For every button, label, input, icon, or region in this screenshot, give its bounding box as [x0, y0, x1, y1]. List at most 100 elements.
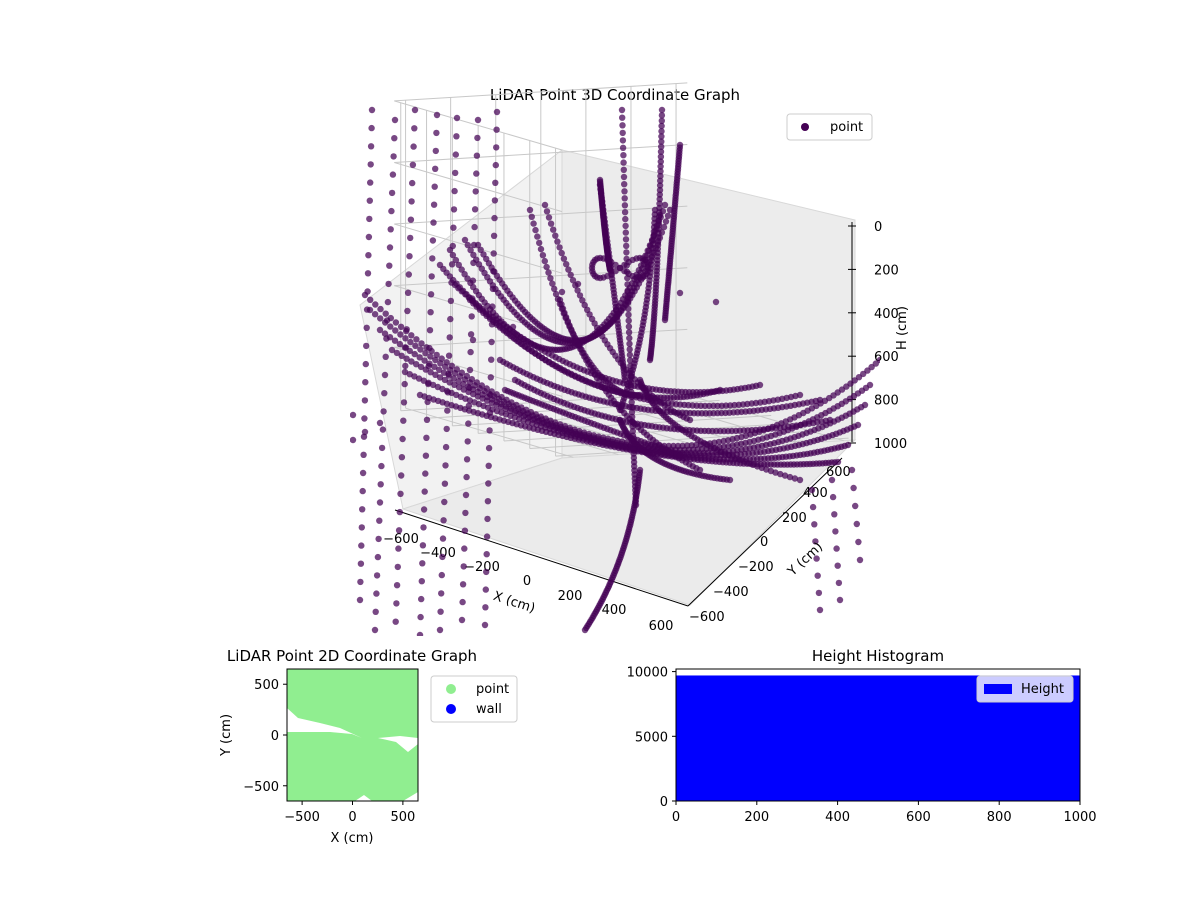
point-marker [625, 305, 632, 312]
point-marker [382, 310, 389, 317]
point-marker [381, 390, 388, 397]
point-marker [472, 188, 479, 195]
histogram-axes: Height Histogram 0 200 400 600 800 1000050001… [627, 647, 1097, 825]
point-marker [446, 379, 453, 386]
point-marker [357, 560, 365, 567]
point-marker [844, 441, 852, 449]
point-marker [408, 358, 415, 365]
point-marker [620, 152, 627, 159]
point-marker [816, 606, 824, 614]
histogram-legend: Height [976, 675, 1074, 703]
x-tick-label-hist: 800 [987, 810, 1012, 825]
point-marker [408, 332, 415, 339]
point-marker [656, 195, 663, 203]
point-marker [658, 122, 665, 130]
point-marker [579, 297, 586, 304]
point-marker [854, 421, 862, 429]
point-marker [362, 360, 369, 368]
point-marker [427, 353, 434, 360]
y-tick-label-2d: −500 [243, 780, 279, 795]
point-marker [388, 207, 395, 215]
x-tick-label-hist: 400 [825, 810, 850, 825]
point-marker [623, 242, 630, 250]
y-tick-label: 400 [803, 486, 828, 501]
point-marker [796, 476, 804, 484]
x-tick-label-2d: 0 [348, 810, 356, 825]
point-marker [661, 316, 669, 324]
x-tick-label: 200 [558, 589, 583, 604]
y-tick-label: 600 [826, 465, 851, 480]
point-marker [462, 509, 469, 517]
point-marker [876, 356, 880, 364]
point-marker [658, 128, 665, 135]
point-marker [367, 296, 374, 303]
point-marker [558, 288, 566, 296]
x-tick-label-hist: 1000 [1063, 810, 1096, 825]
point-marker [565, 266, 572, 273]
histogram-frame [675, 668, 1081, 802]
point-marker [367, 179, 374, 186]
point-marker [441, 480, 449, 487]
point-marker [489, 303, 496, 310]
point-marker [398, 352, 405, 359]
x-tick-label: 400 [602, 603, 627, 618]
x-axis-line [394, 509, 689, 607]
point-marker [581, 626, 589, 634]
point-marker [377, 315, 384, 322]
point-marker [485, 444, 493, 452]
point-marker [629, 427, 636, 435]
scatter-3d-axes: LiDAR Point 3D Coordinate Graph −600−400… [350, 82, 910, 636]
point-marker [378, 444, 386, 452]
point-marker [381, 330, 389, 337]
point-marker [569, 277, 577, 284]
point-marker [488, 338, 495, 346]
point-marker [436, 626, 444, 634]
point-marker [657, 168, 664, 175]
point-marker [433, 351, 440, 359]
point-marker [657, 163, 664, 170]
point-marker [537, 245, 545, 253]
point-marker [445, 352, 453, 359]
point-marker [493, 144, 500, 151]
point-marker [463, 473, 470, 481]
grid-line [394, 161, 563, 213]
point-marker [856, 556, 864, 564]
point-marker [428, 273, 435, 280]
point-marker [551, 285, 558, 293]
point-marker [543, 263, 550, 271]
point-marker [662, 218, 670, 225]
legend-point-label-2d: point [476, 682, 509, 697]
point-marker [465, 420, 472, 427]
point-marker [656, 182, 664, 189]
point-marker [550, 226, 557, 233]
point-marker [452, 151, 459, 158]
x-tick-label: −200 [464, 560, 500, 575]
point-marker [558, 249, 565, 257]
point-marker [390, 153, 397, 160]
point-marker [490, 250, 497, 257]
point-marker [418, 340, 425, 347]
point-marker [658, 106, 666, 114]
point-marker [660, 223, 668, 231]
point-marker [367, 143, 375, 150]
point-marker [460, 563, 467, 570]
point-marker [574, 287, 581, 294]
grid-line [394, 144, 688, 163]
point-marker [552, 232, 559, 239]
point-marker [469, 336, 477, 344]
point-marker [455, 378, 462, 385]
scatter-3d-points [350, 106, 880, 636]
point-marker [872, 360, 879, 367]
point-marker [430, 219, 437, 226]
point-marker [371, 311, 379, 318]
point-marker [466, 366, 474, 374]
legend-height-swatch [984, 684, 1012, 694]
point-marker [619, 122, 626, 129]
point-marker [429, 237, 437, 244]
point-marker [624, 299, 632, 306]
point-marker [532, 226, 539, 234]
point-marker [447, 297, 455, 305]
point-marker [621, 188, 628, 195]
point-marker [528, 213, 535, 220]
ticks-3d: −600−400−2000200400600−600−400−200020040… [383, 220, 907, 634]
